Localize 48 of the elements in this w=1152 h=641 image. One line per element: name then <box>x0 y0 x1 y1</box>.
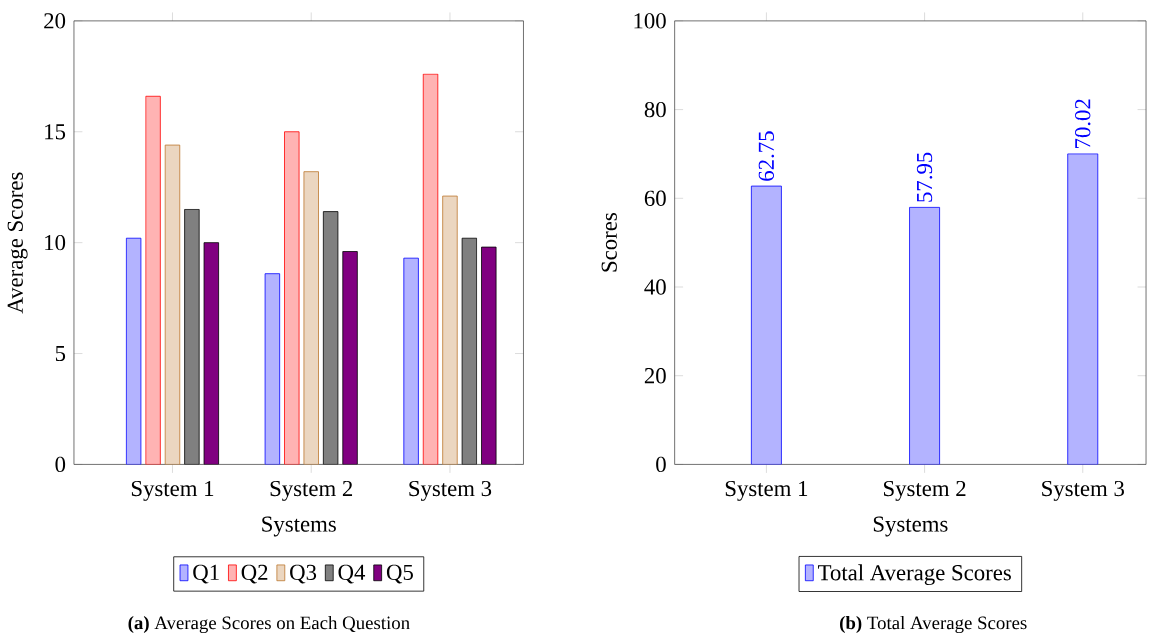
x-tick-label: System 3 <box>1042 481 1124 502</box>
legend-label: Q5 <box>386 564 413 584</box>
y-tick-label: 0 <box>656 456 666 473</box>
text: (b) Total Average Scores <box>840 616 1027 634</box>
y-axis-title: Average Scores <box>7 172 28 314</box>
x-tick-label: System 1 <box>131 481 214 502</box>
legend-label: Q1 <box>193 564 219 584</box>
bar <box>203 242 219 465</box>
x-tick-label: System 3 <box>409 481 492 502</box>
y-tick-label: 40 <box>644 279 666 295</box>
x-tick-label: System 2 <box>884 481 966 502</box>
bar <box>403 257 419 465</box>
bar <box>125 237 142 465</box>
y-axis-title: Scores <box>601 213 617 272</box>
legend-label: Q2 <box>241 564 268 584</box>
x-axis-title: Systems <box>873 516 948 537</box>
data-label: 62.75 <box>758 131 775 181</box>
legend-label: Q4 <box>338 564 366 584</box>
y-tick-label: 10 <box>45 235 66 251</box>
bar <box>481 246 497 465</box>
bar <box>145 96 161 465</box>
y-tick-label: 5 <box>55 346 66 362</box>
bar <box>422 73 439 465</box>
x-axis-title: Systems <box>262 516 336 537</box>
bar <box>284 131 300 465</box>
bar <box>342 251 358 465</box>
bar <box>322 211 339 465</box>
bar <box>1067 153 1099 465</box>
y-tick-label: 60 <box>644 190 666 207</box>
y-tick-label: 20 <box>44 13 66 29</box>
bar <box>442 195 458 465</box>
legend-label: Total Average Scores <box>818 564 1011 586</box>
data-label: 70.02 <box>1075 99 1091 149</box>
y-tick-label: 80 <box>644 102 666 118</box>
bar <box>461 237 478 465</box>
bar <box>184 209 200 465</box>
text: (a) Average Scores on Each Question <box>128 616 410 634</box>
y-tick-label: 15 <box>45 124 66 140</box>
bar <box>909 207 941 465</box>
legend-label: Q3 <box>290 564 317 584</box>
x-tick-label: System 2 <box>270 481 353 502</box>
y-tick-label: 0 <box>55 456 66 473</box>
data-label: 57.95 <box>916 152 933 202</box>
y-tick-label: 100 <box>634 13 666 29</box>
y-tick-label: 20 <box>644 368 666 384</box>
bar <box>264 273 281 465</box>
bar <box>750 185 782 465</box>
x-tick-label: System 1 <box>725 481 808 502</box>
